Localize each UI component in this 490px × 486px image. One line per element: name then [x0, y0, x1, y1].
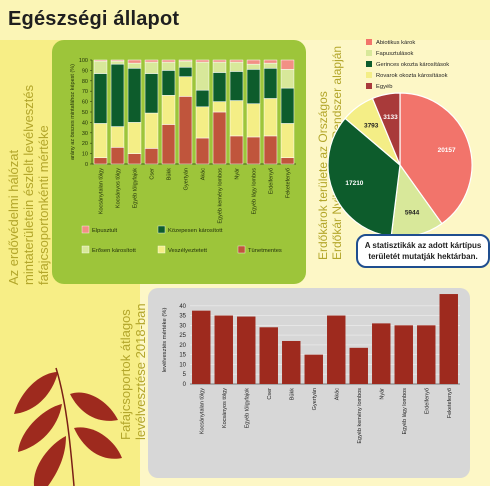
pie-slice [390, 163, 443, 238]
legend-label: Rovarok okozta károsítások [376, 73, 448, 79]
legend-swatch [366, 83, 372, 89]
bottom-left-label: Fafajcsoportok átlagos levélvesztése 201… [118, 303, 148, 440]
pie-value-label: 3133 [383, 114, 398, 121]
legend-label: Egyéb [376, 84, 392, 90]
pie-value-label: 3793 [364, 122, 379, 129]
left-label: Az erdővédelmi hálózat mintaterületein é… [6, 84, 51, 285]
legend-label: Abiotikus károk [376, 40, 415, 46]
pie-slice [344, 97, 401, 166]
right-label: Erdőkárok területe az Országos Erdőkár N… [316, 45, 344, 260]
header-background [0, 0, 490, 40]
statistics-note: A statisztikák az adott kártípus terület… [356, 234, 490, 268]
pie-value-label: 5944 [405, 209, 420, 216]
bar-chart-panel [148, 288, 470, 478]
leaf-decoration [14, 367, 122, 486]
legend-label: Fapusztulások [376, 51, 413, 57]
legend-swatch [366, 72, 372, 78]
legend-label: Gerinces okozta károsítások [376, 62, 449, 68]
stacked-chart-panel [52, 40, 306, 284]
pie-value-label: 20157 [438, 147, 456, 154]
legend-swatch [366, 61, 372, 67]
pie-slice [399, 92, 473, 225]
pie-value-label: 17210 [345, 180, 363, 187]
page-title: Egészségi állapot [8, 8, 180, 30]
legend-swatch [366, 50, 372, 56]
pie-slice [371, 92, 401, 166]
